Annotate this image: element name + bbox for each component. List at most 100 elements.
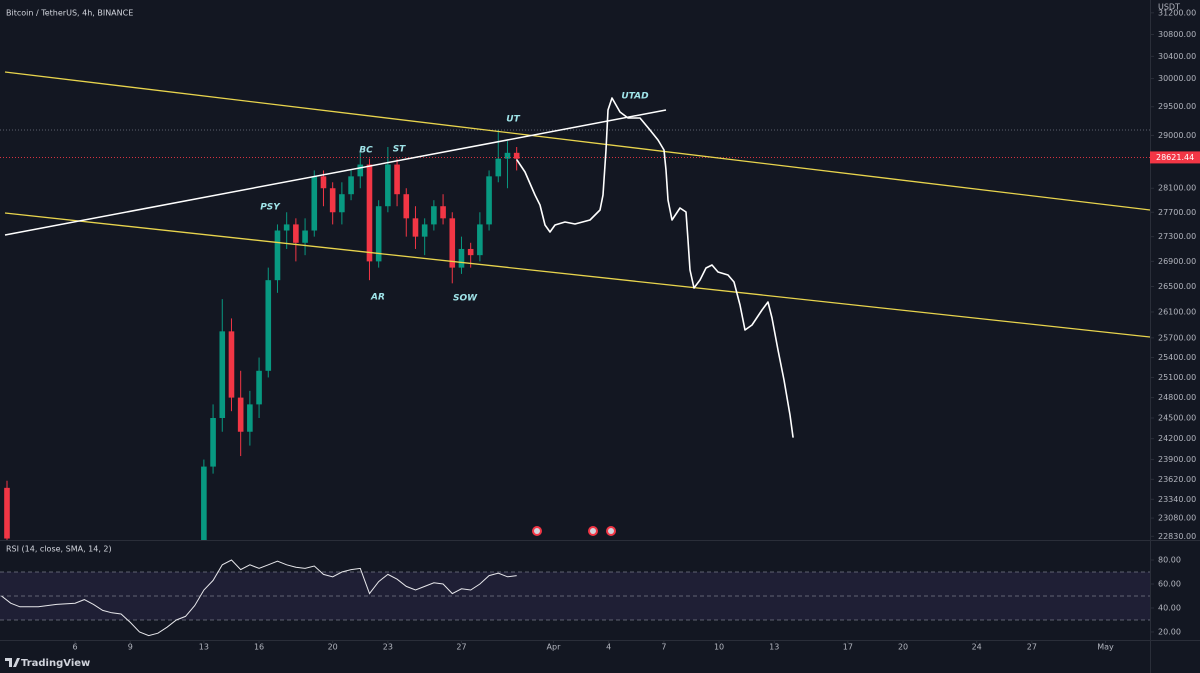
y-tick-label: 30400.00 [1158, 52, 1196, 61]
y-tick-label: 20.00 [1158, 627, 1181, 636]
candle-body [477, 224, 483, 256]
y-tick-label: 29000.00 [1158, 131, 1196, 140]
trend-line-white [4, 109, 667, 236]
unit-label: USDT [1158, 3, 1180, 12]
annotation: ST [393, 145, 406, 155]
plot-area [0, 129, 1150, 637]
y-tick-label: 25100.00 [1158, 373, 1196, 382]
candle-body [375, 206, 382, 262]
candle-body [504, 152, 511, 159]
symbol-title: Bitcoin / TetherUS, 4h, BINANCE [6, 9, 133, 18]
x-tick-label: 24 [972, 643, 982, 652]
y-tick-label: 25400.00 [1158, 353, 1196, 362]
y-tick-label: 60.00 [1158, 580, 1181, 589]
annotation: UT [506, 115, 520, 125]
y-tick-label: 24500.00 [1158, 414, 1196, 423]
candle-body [348, 176, 354, 195]
candle-body [449, 218, 456, 268]
x-tick-label: 4 [606, 643, 611, 652]
candle-body [403, 194, 410, 219]
y-tick-label: 30800.00 [1158, 30, 1196, 39]
candle-body [329, 188, 336, 213]
x-tick-label: Apr [547, 643, 562, 652]
candle-body [421, 224, 428, 237]
candle-body [513, 152, 520, 159]
y-tick-label: 23620.00 [1158, 475, 1196, 484]
logo: TradingView [5, 658, 90, 669]
y-tick-label: 23900.00 [1158, 455, 1196, 464]
x-tick-label: 17 [843, 643, 853, 652]
y-tick-label: 40.00 [1158, 603, 1181, 612]
x-tick-label: 23 [383, 643, 393, 652]
candle-body [201, 466, 207, 540]
x-tick-label: 7 [661, 643, 666, 652]
candle-body [302, 230, 308, 243]
candle-body [495, 158, 502, 177]
event-icons [532, 526, 616, 536]
x-tick-label: 6 [73, 643, 78, 652]
y-tick-label: 24200.00 [1158, 434, 1196, 443]
candle-body [385, 164, 391, 207]
candle-body [339, 194, 345, 213]
rsi-title: RSI (14, close, SMA, 14, 2) [6, 545, 112, 554]
x-tick-label: 13 [199, 643, 209, 652]
candle-body [440, 206, 446, 219]
y-tick-label: 24800.00 [1158, 393, 1196, 402]
candle-body [412, 218, 419, 237]
annotation: UTAD [621, 92, 649, 102]
x-tick-label: 10 [714, 643, 724, 652]
x-tick-label: 20 [898, 643, 908, 652]
y-tick-label: 26100.00 [1158, 307, 1196, 316]
rsi-line [1, 559, 517, 637]
y-tick-label: 23340.00 [1158, 495, 1196, 504]
candle-body [256, 370, 262, 405]
x-tick-label: 20 [328, 643, 338, 652]
brand: TradingView [21, 658, 90, 669]
candle-body [247, 404, 253, 432]
y-tick-label: 29500.00 [1158, 102, 1196, 111]
y-tick-label: 26900.00 [1158, 257, 1196, 266]
candle-body [237, 397, 244, 432]
candle-body [274, 230, 281, 281]
annotation: BC [359, 146, 373, 156]
candle-body [486, 176, 492, 225]
x-tick-label: 27 [456, 643, 466, 652]
annotation: AR [370, 293, 385, 303]
candle-body [293, 224, 299, 243]
y-tick-label: 23080.00 [1158, 514, 1196, 523]
y-tick-label: 28100.00 [1158, 184, 1196, 193]
x-tick-label: 13 [769, 643, 779, 652]
y-tick-label: 25700.00 [1158, 333, 1196, 342]
y-tick-label: 27300.00 [1158, 232, 1196, 241]
candle-body [210, 418, 216, 467]
candle-body [320, 176, 327, 189]
y-tick-label: 80.00 [1158, 556, 1181, 565]
y-tick-label: 22830.00 [1158, 532, 1196, 541]
current-price-box [1150, 151, 1200, 164]
y-tick-label: 27700.00 [1158, 208, 1196, 217]
y-tick-label: 31200.00 [1158, 8, 1196, 17]
trend-line-lower [4, 212, 1151, 338]
current-price-label: 28621.44 [1156, 153, 1194, 162]
annotation: PSY [260, 203, 281, 213]
candle-body [283, 224, 290, 231]
candle-body [228, 331, 235, 398]
x-tick-label: 27 [1027, 643, 1037, 652]
x-tick-label: 16 [254, 643, 264, 652]
candle-body [219, 331, 226, 419]
annotation: SOW [453, 294, 478, 304]
candle-body [467, 248, 474, 256]
candle-body [4, 487, 10, 539]
projection-path [516, 97, 794, 438]
candle-body [394, 164, 400, 195]
candle-body [265, 280, 272, 371]
candle-body [366, 164, 373, 262]
trend-line-upper [4, 71, 1151, 211]
candle-body [357, 164, 364, 177]
candle-body [431, 206, 437, 225]
candle-body [311, 176, 318, 231]
y-tick-label: 26500.00 [1158, 282, 1196, 291]
y-tick-label: 30000.00 [1158, 74, 1196, 83]
